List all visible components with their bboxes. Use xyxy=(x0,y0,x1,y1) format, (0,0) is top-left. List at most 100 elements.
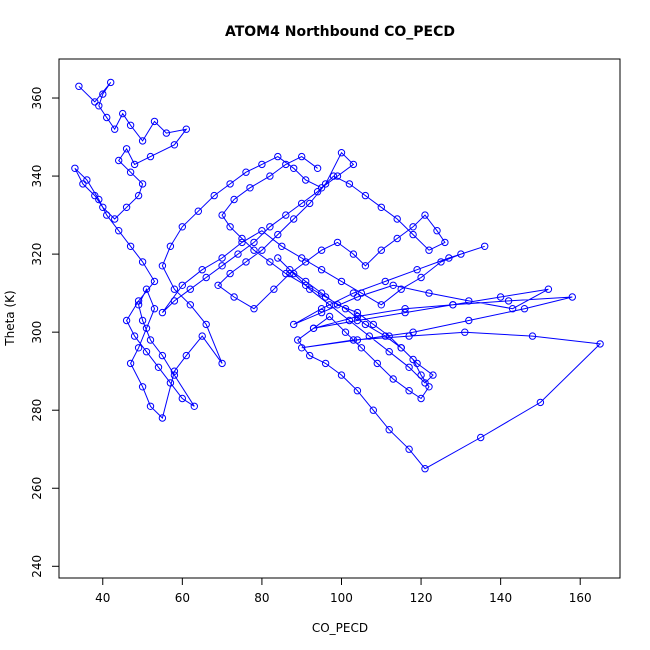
data-point xyxy=(238,238,246,247)
data-point xyxy=(194,207,203,215)
data-point xyxy=(274,230,282,239)
data-point xyxy=(361,320,370,329)
data-point xyxy=(405,363,413,371)
x-tick-label: 120 xyxy=(410,591,433,605)
data-point xyxy=(306,285,314,293)
data-point xyxy=(218,254,226,262)
data-point xyxy=(134,297,143,305)
data-point xyxy=(95,195,103,204)
data-point xyxy=(107,78,115,87)
data-point xyxy=(226,223,234,231)
data-point xyxy=(218,211,226,219)
data-point xyxy=(353,293,362,301)
data-point xyxy=(115,156,123,165)
data-point xyxy=(353,308,362,317)
data-point xyxy=(377,301,385,309)
data-point xyxy=(83,176,91,184)
data-point xyxy=(333,301,342,309)
data-point xyxy=(417,394,425,403)
data-point xyxy=(389,281,397,289)
data-point xyxy=(337,149,346,157)
y-axis: 240 260 280 300 320 340 360 xyxy=(30,87,59,578)
data-point xyxy=(154,363,163,371)
data-point xyxy=(119,109,127,118)
data-point xyxy=(425,246,433,254)
data-point xyxy=(325,301,334,309)
x-tick-label: 80 xyxy=(254,591,269,605)
data-point xyxy=(317,305,326,313)
data-point xyxy=(150,117,159,126)
data-point xyxy=(138,383,147,391)
data-point xyxy=(150,277,159,286)
data-point xyxy=(341,305,350,313)
plot-frame xyxy=(58,58,621,579)
data-point xyxy=(186,285,195,293)
data-point xyxy=(321,293,330,301)
data-point xyxy=(75,82,83,91)
y-axis-label: Theta (K) xyxy=(3,290,17,346)
data-point xyxy=(321,180,330,188)
data-point xyxy=(71,164,79,173)
data-point xyxy=(333,172,342,180)
data-point xyxy=(178,394,187,403)
x-axis-label: CO_PECD xyxy=(312,621,368,635)
data-point xyxy=(405,445,413,453)
data-point xyxy=(246,184,254,192)
data-point xyxy=(91,191,99,200)
data-point xyxy=(190,402,199,410)
data-point xyxy=(282,211,290,219)
data-point xyxy=(345,180,354,188)
data-point xyxy=(126,359,135,368)
data-point xyxy=(198,266,206,274)
data-point xyxy=(465,297,473,305)
data-point xyxy=(146,402,155,410)
data-point xyxy=(138,137,147,145)
data-point xyxy=(544,285,553,293)
data-point xyxy=(111,125,119,133)
data-point xyxy=(345,316,354,325)
data-point xyxy=(166,379,175,387)
data-point xyxy=(333,238,342,247)
data-point xyxy=(353,316,362,325)
data-point xyxy=(425,383,433,391)
data-point xyxy=(170,141,179,149)
y-tick-label: 260 xyxy=(30,477,44,500)
x-tick-label: 60 xyxy=(175,591,190,605)
data-point xyxy=(282,160,290,169)
data-point xyxy=(397,285,405,293)
data-point xyxy=(302,281,310,289)
data-point xyxy=(290,269,298,278)
data-point xyxy=(520,305,529,313)
data-point xyxy=(325,312,334,321)
data-point xyxy=(377,246,385,254)
data-point xyxy=(317,308,326,317)
data-point xyxy=(465,316,473,325)
data-point xyxy=(353,312,362,321)
data-point xyxy=(449,301,457,309)
data-point xyxy=(393,234,401,243)
y-tick-label: 280 xyxy=(30,399,44,422)
data-point xyxy=(134,344,143,352)
data-point xyxy=(306,199,314,208)
chart-title: ATOM4 Northbound CO_PECD xyxy=(225,24,455,40)
data-point xyxy=(596,340,604,348)
data-point xyxy=(202,273,210,282)
data-point xyxy=(337,277,346,286)
data-point xyxy=(234,250,242,258)
data-point xyxy=(317,266,326,274)
data-point xyxy=(146,152,155,161)
data-point xyxy=(274,152,282,161)
data-point xyxy=(309,324,318,332)
data-point xyxy=(182,351,191,360)
data-point xyxy=(536,398,545,407)
data-point xyxy=(266,258,274,266)
data-point xyxy=(158,308,167,317)
data-point xyxy=(258,246,266,254)
data-point xyxy=(397,344,405,352)
data-point xyxy=(186,301,195,309)
x-tick-label: 160 xyxy=(569,591,592,605)
data-point xyxy=(103,113,111,122)
data-point xyxy=(421,211,429,219)
data-point xyxy=(302,258,310,266)
data-point xyxy=(508,305,517,313)
